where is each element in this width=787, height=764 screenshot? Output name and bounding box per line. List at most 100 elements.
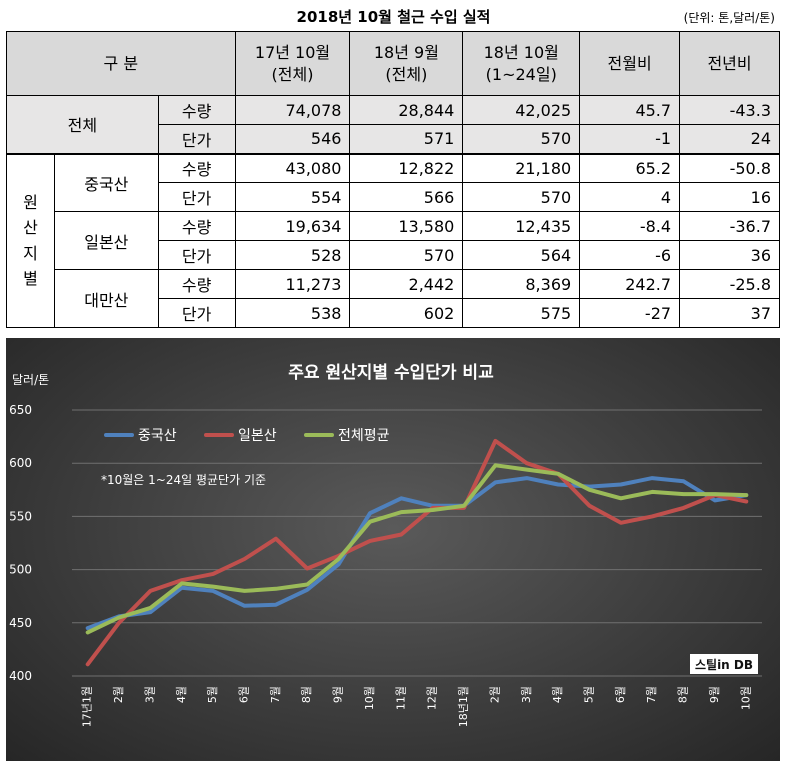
value-cell: 2,442 — [349, 269, 464, 299]
watermark: 스틸in DB — [690, 654, 758, 674]
table-row: 단가 538 602 575 -27 37 — [7, 298, 780, 328]
series-line-2 — [85, 463, 749, 635]
value-cell: 570 — [462, 124, 581, 154]
import-table: 구 분 17년 10월 (전체) 18년 9월 (전체) 18년 10월 (1~24일… — [6, 31, 780, 328]
value-cell: 575 — [462, 298, 581, 328]
table-row: 단가 546 571 570 -1 24 — [7, 124, 780, 154]
value-cell: 16 — [679, 182, 780, 212]
header-col1: 17년 10월 (전체) — [234, 31, 351, 96]
legend-label: 전체평균 — [338, 428, 390, 444]
value-cell: 13,580 — [349, 211, 464, 241]
chart-svg: 주요 원산지별 수입단가 비교 달러/톤 *10월은 1~24일 평균단가 기준… — [9, 363, 762, 727]
table-title: 2018년 10월 철근 수입 실적 — [296, 8, 491, 26]
watermark-text: 스틸in DB — [695, 658, 753, 672]
x-tick-label: 17년1월 — [81, 686, 94, 727]
watermark-box — [690, 654, 758, 674]
value-cell: -36.7 — [679, 211, 780, 241]
y-tick-label: 600 — [9, 456, 32, 470]
series-line-0 — [85, 476, 749, 631]
x-tick-label: 9월 — [332, 686, 345, 703]
value-cell: -43.3 — [679, 95, 780, 125]
value-cell: 554 — [234, 182, 351, 212]
x-tick-label: 2월 — [112, 686, 125, 703]
value-cell: 36 — [679, 240, 780, 270]
value-cell: 564 — [462, 240, 581, 270]
value-cell: 12,822 — [349, 152, 464, 183]
x-tick-label: 4월 — [551, 686, 564, 703]
header-row: 구 분 17년 10월 (전체) 18년 9월 (전체) 18년 10월 (1~24일… — [6, 31, 780, 96]
y-tick-label: 500 — [9, 563, 32, 577]
value-cell: 74,078 — [234, 95, 351, 125]
x-tick-label: 10월 — [363, 686, 376, 710]
value-cell: 12,435 — [462, 211, 581, 241]
x-tick-label: 7월 — [645, 686, 658, 703]
value-cell: 24 — [679, 124, 780, 154]
value-cell: 602 — [349, 298, 464, 328]
value-cell: 65.2 — [579, 152, 681, 183]
value-cell: 11,273 — [234, 269, 351, 299]
value-cell: -25.8 — [679, 269, 780, 299]
x-tick-label: 18년1월 — [457, 686, 470, 727]
value-cell: 42,025 — [462, 95, 581, 125]
metric-cell: 수량 — [157, 211, 236, 241]
series-lines — [85, 438, 749, 667]
metric-cell: 수량 — [157, 269, 236, 299]
value-cell: -8.4 — [579, 211, 681, 241]
header-col2: 18년 9월 (전체) — [349, 31, 464, 96]
x-tick-label: 9월 — [708, 686, 721, 703]
header-col4: 전월비 — [579, 31, 681, 96]
legend-label: 일본산 — [238, 428, 277, 444]
header-col3: 18년 10월 (1~24일) — [462, 31, 581, 96]
value-cell: 8,369 — [462, 269, 581, 299]
value-cell: -1 — [579, 124, 681, 154]
x-tick-labels: 17년1월 2월 3월 4월 5월 6월 7월 8월 9월 10월 11월 12월 18년1월 2월 3월 4… — [81, 686, 753, 727]
metric-cell: 수량 — [157, 152, 236, 183]
chart-title: 주요 원산지별 수입단가 비교 — [288, 363, 494, 383]
value-cell: 45.7 — [579, 95, 681, 125]
header-category: 구 분 — [6, 31, 236, 96]
x-tick-label: 2월 — [488, 686, 501, 703]
value-cell: -6 — [579, 240, 681, 270]
group-taiwan: 대만산 — [53, 269, 159, 328]
x-tick-label: 4월 — [175, 686, 188, 703]
x-tick-label: 5월 — [206, 686, 219, 703]
metric-cell: 수량 — [157, 95, 236, 125]
value-cell: 566 — [349, 182, 464, 212]
x-tick-label: 7월 — [269, 686, 282, 703]
x-tick-label: 5월 — [583, 686, 596, 703]
value-cell: 28,844 — [349, 95, 464, 125]
table-row: 전체 수량 74,078 28,844 42,025 45.7 -43.3 — [6, 95, 780, 154]
value-cell: 570 — [462, 182, 581, 212]
metric-cell: 단가 — [157, 298, 236, 328]
chart-annotation: *10월은 1~24일 평균단가 기준 — [101, 473, 266, 487]
x-tick-label: 8월 — [300, 686, 313, 703]
y-tick-label: 400 — [9, 669, 32, 683]
price-chart: 주요 원산지별 수입단가 비교 달러/톤 *10월은 1~24일 평균단가 기준… — [6, 338, 780, 761]
value-cell: 571 — [349, 124, 464, 154]
value-cell: 21,180 — [462, 152, 581, 183]
legend-label: 중국산 — [138, 428, 177, 444]
y-axis-label: 달러/톤 — [12, 373, 49, 387]
gridlines — [72, 409, 762, 677]
x-tick-label: 12월 — [426, 686, 439, 710]
table-row: 대만산 수량 11,273 2,442 8,369 242.7 -25.8 — [7, 269, 780, 328]
value-cell: -50.8 — [679, 152, 780, 183]
group-total: 전체 — [6, 95, 159, 154]
value-cell: 242.7 — [579, 269, 681, 299]
x-tick-label: 6월 — [614, 686, 627, 703]
unit-label: (단위: 톤,달러/톤) — [683, 11, 775, 25]
value-cell: 546 — [234, 124, 351, 154]
metric-cell: 단가 — [157, 240, 236, 270]
header-col5: 전년비 — [679, 31, 780, 96]
x-tick-label: 11월 — [394, 686, 407, 710]
y-tick-label: 550 — [9, 509, 32, 523]
y-tick-label: 450 — [9, 616, 32, 630]
series-line-1 — [85, 438, 749, 667]
value-cell: 570 — [349, 240, 464, 270]
x-tick-label: 6월 — [238, 686, 251, 703]
y-tick-label: 650 — [9, 403, 32, 417]
value-cell: 37 — [679, 298, 780, 328]
x-tick-label: 8월 — [677, 686, 690, 703]
